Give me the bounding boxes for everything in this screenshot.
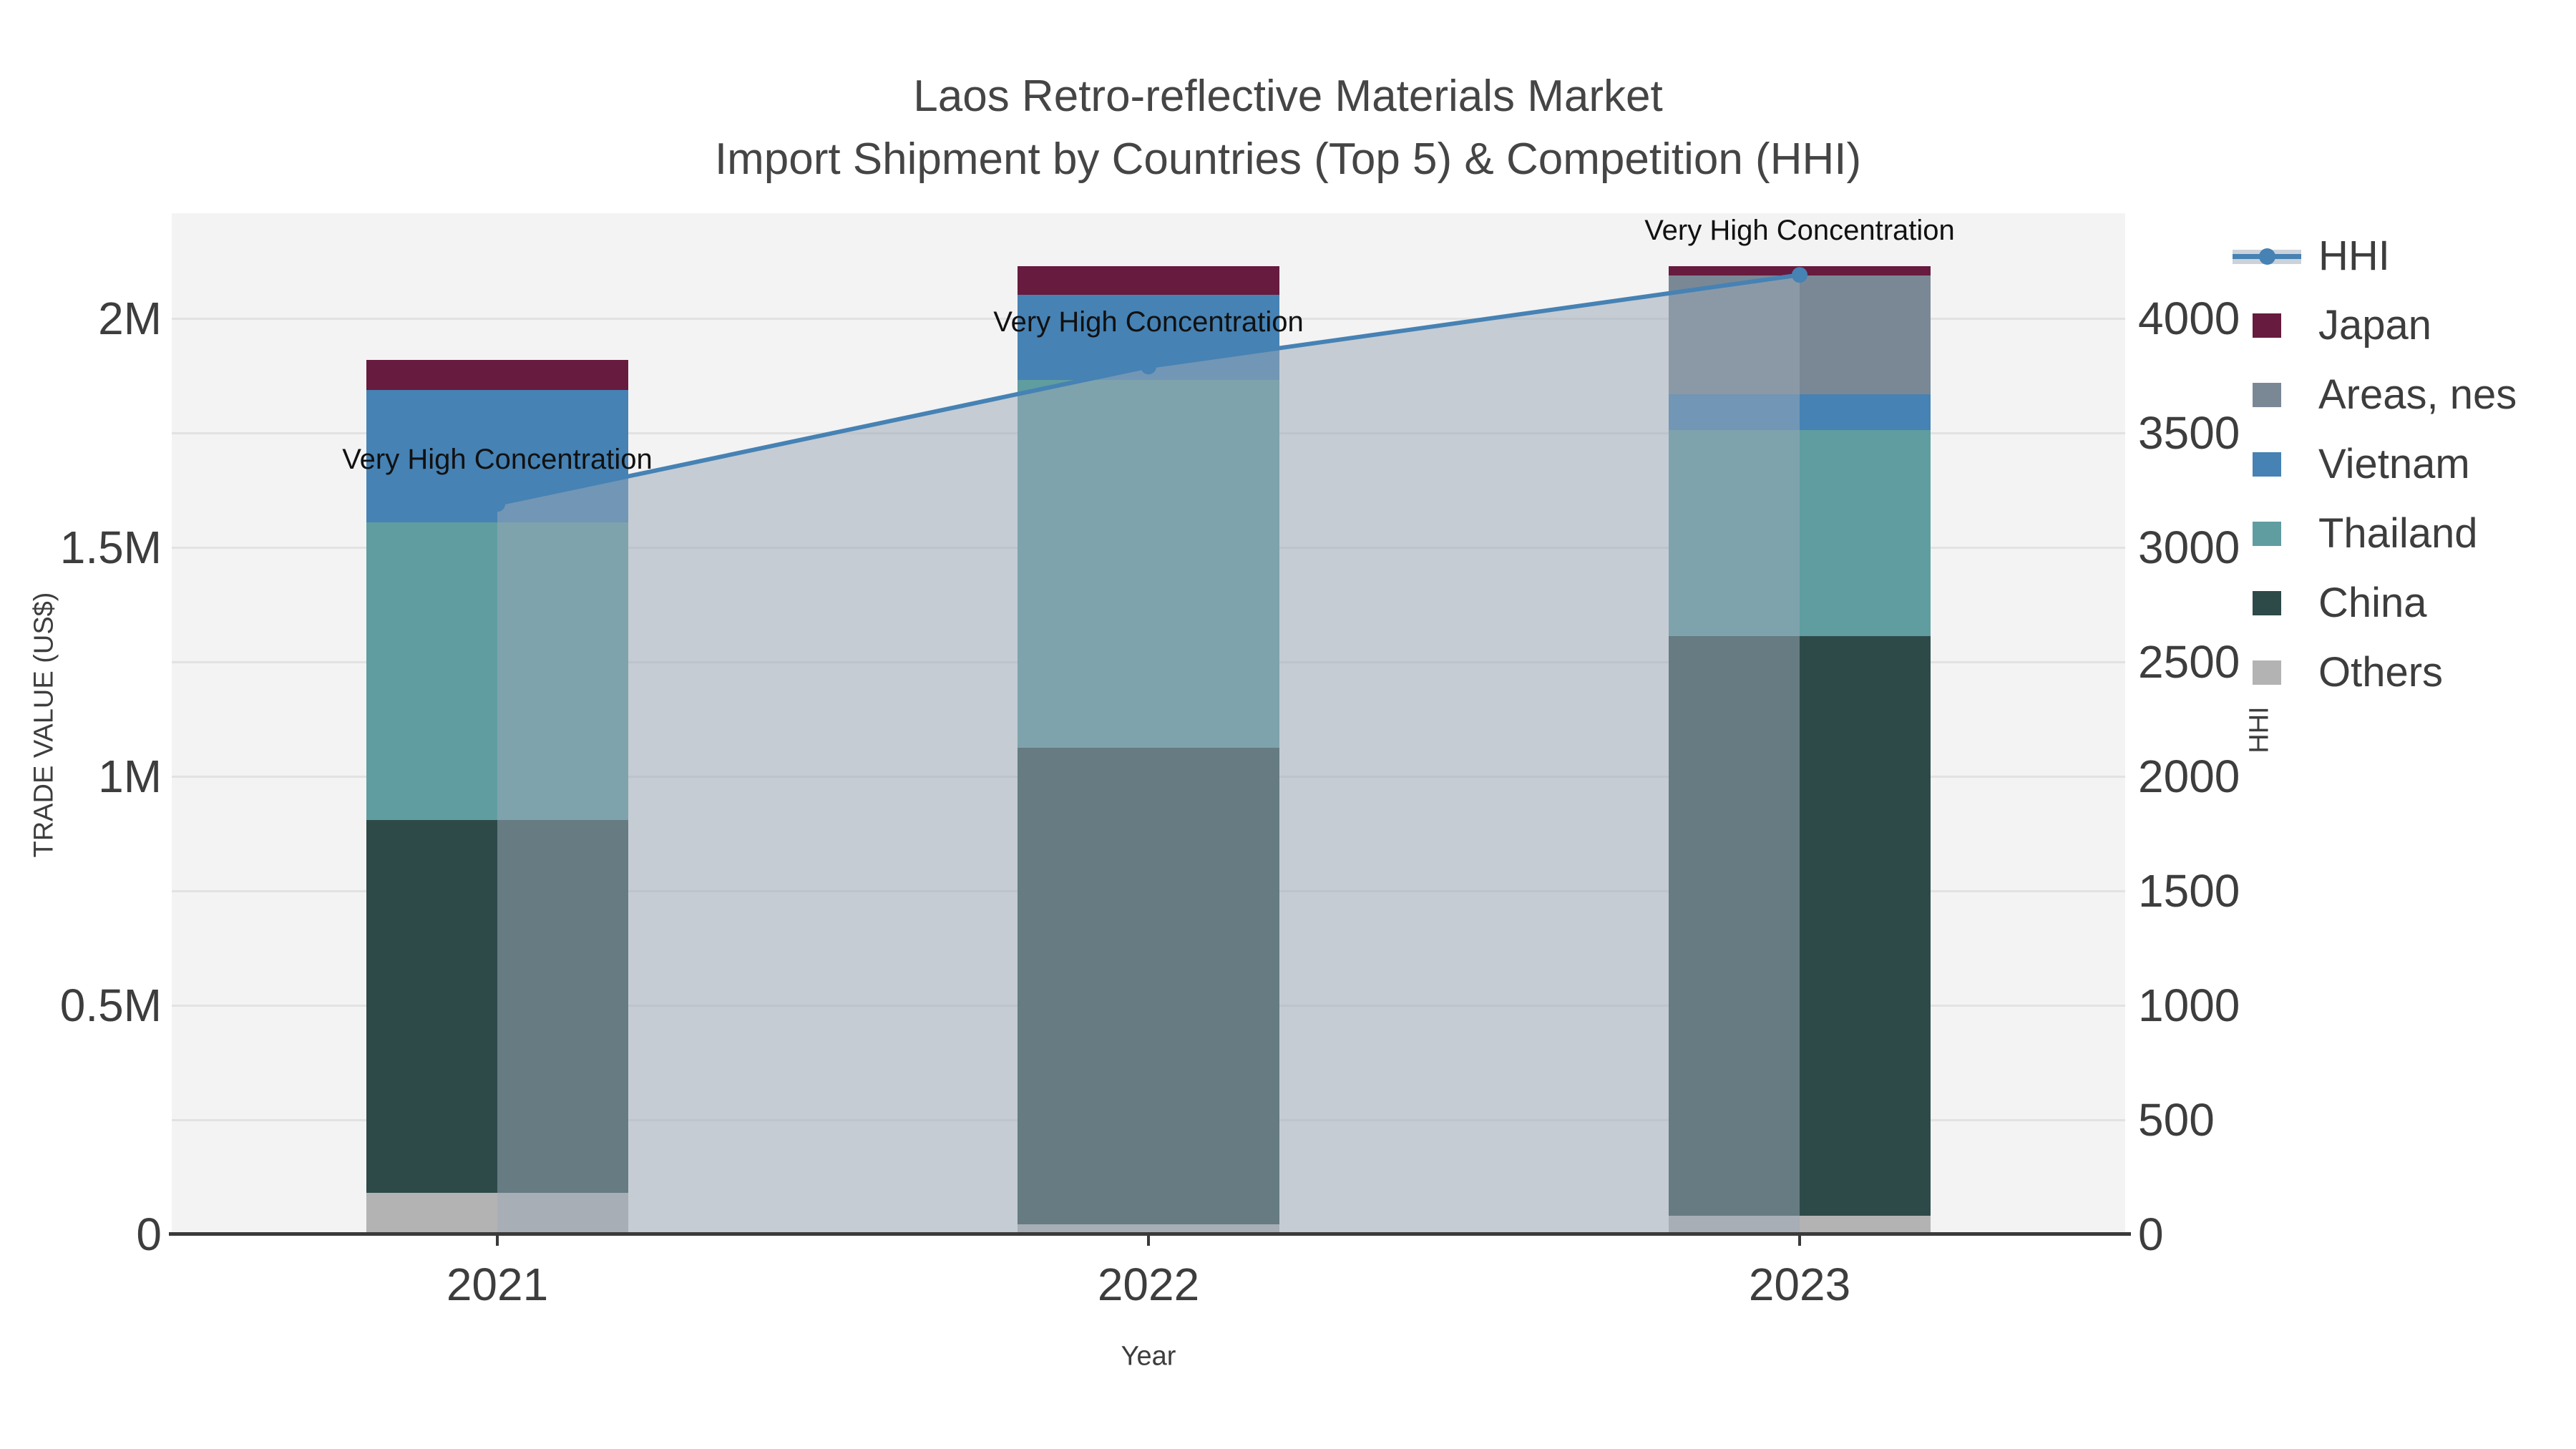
y-right-tick-label: 2000 <box>2138 751 2240 802</box>
legend-item-china: China <box>2233 580 2576 627</box>
y-right-tick-label: 3000 <box>2138 522 2240 573</box>
bar-segment-japan-2023 <box>1669 266 1931 275</box>
y-left-tick-label: 0 <box>136 1209 162 1260</box>
y-right-tick-label: 2500 <box>2138 636 2240 688</box>
annotation-very-high-concentration: Very High Concentration <box>1644 215 1955 247</box>
legend-item-areas-nes: Areas, nes <box>2233 371 2576 419</box>
legend-item-vietnam: Vietnam <box>2233 441 2576 488</box>
bar-segment-thailand-2023 <box>1669 430 1931 637</box>
legend-label: Areas, nes <box>2318 371 2517 418</box>
x-tick-mark <box>1798 1236 1801 1246</box>
bar-segment-japan-2022 <box>1018 266 1279 295</box>
bar-segment-thailand-2022 <box>1018 380 1279 748</box>
bar-segment-areas-nes-2023 <box>1669 275 1931 395</box>
bar-segment-japan-2021 <box>366 359 628 390</box>
x-axis-title: Year <box>1121 1341 1176 1372</box>
chart-title-line1: Laos Retro-reflective Materials Market <box>913 72 1663 121</box>
legend-swatch <box>2253 452 2281 477</box>
y-axis-title-left: TRADE VALUE (US$) <box>29 592 59 858</box>
legend-item-others: Others <box>2233 649 2576 696</box>
bar-segment-china-2021 <box>366 820 628 1194</box>
annotation-very-high-concentration: Very High Concentration <box>993 306 1304 338</box>
bar-segment-others-2021 <box>366 1193 628 1234</box>
bar-segment-china-2023 <box>1669 636 1931 1216</box>
x-tick-mark <box>496 1236 499 1246</box>
y-right-tick-label: 0 <box>2138 1209 2164 1260</box>
x-tick-label-2023: 2023 <box>1748 1259 1851 1310</box>
legend-item-hhi: HHI <box>2233 233 2576 280</box>
y-left-tick-label: 2M <box>98 293 162 344</box>
bar-segment-thailand-2021 <box>366 522 628 821</box>
annotation-very-high-concentration: Very High Concentration <box>342 444 653 476</box>
y-right-tick-label: 500 <box>2138 1094 2215 1146</box>
x-tick-label-2022: 2022 <box>1097 1259 1200 1310</box>
legend-label: Japan <box>2318 302 2432 348</box>
legend-swatch <box>2253 522 2281 546</box>
x-axis-line <box>169 1232 2131 1236</box>
y-left-tick-label: 1M <box>98 751 162 802</box>
x-tick-mark <box>1147 1236 1150 1246</box>
legend-label: China <box>2318 580 2427 626</box>
bar-segment-china-2022 <box>1018 748 1279 1224</box>
y-right-tick-label: 4000 <box>2138 293 2240 344</box>
legend-swatch <box>2253 660 2281 685</box>
legend-label: HHI <box>2318 233 2390 279</box>
y-right-tick-label: 3500 <box>2138 407 2240 459</box>
legend-swatch <box>2253 383 2281 407</box>
legend: HHI Japan Areas, nes Vietnam Thailand China Ot… <box>2233 0 2576 1449</box>
hhi-marker-sample <box>2259 248 2275 265</box>
y-left-tick-label: 1.5M <box>59 522 162 573</box>
y-left-tick-label: 0.5M <box>59 980 162 1031</box>
legend-item-thailand: Thailand <box>2233 510 2576 557</box>
bar-segment-vietnam-2023 <box>1669 394 1931 431</box>
legend-label: Vietnam <box>2318 441 2470 487</box>
legend-item-japan: Japan <box>2233 302 2576 349</box>
x-tick-label-2021: 2021 <box>446 1259 549 1310</box>
legend-label: Thailand <box>2318 510 2478 557</box>
legend-label: Others <box>2318 649 2444 696</box>
y-right-tick-label: 1500 <box>2138 865 2240 917</box>
y-right-tick-label: 1000 <box>2138 980 2240 1031</box>
legend-swatch <box>2253 591 2281 615</box>
legend-swatch <box>2253 313 2281 338</box>
chart-title-line2: Import Shipment by Countries (Top 5) & C… <box>714 135 1862 184</box>
